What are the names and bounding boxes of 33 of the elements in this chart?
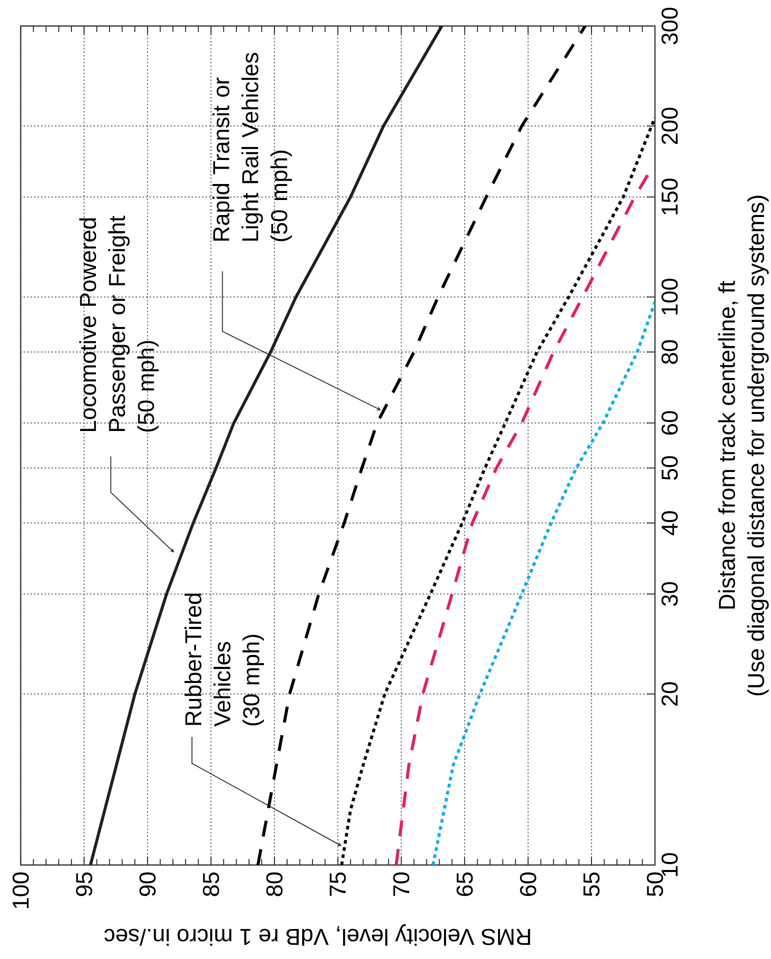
line-series <box>340 116 655 865</box>
annotation: Locomotive Powered Passenger or Freight <box>79 216 130 432</box>
y-tick-label: 20 <box>662 682 678 706</box>
annotation: Rubber-Tired Vehicles <box>184 594 230 727</box>
x-tick-label: 60 <box>520 872 536 896</box>
annotation: (50 mph) <box>270 150 292 242</box>
x-tick-label: 65 <box>456 872 473 896</box>
annotation: (50 mph) <box>137 341 159 432</box>
x-tick-label: 95 <box>76 872 92 896</box>
x-tick-label: 70 <box>393 872 410 896</box>
x-tick-label: 100 <box>12 872 29 908</box>
y-tick-label: 50 <box>662 456 678 480</box>
x-tick-label: 80 <box>266 872 283 896</box>
y-tick-label: 200 <box>662 108 678 144</box>
text: (Use diagonal distance for underground systems) <box>747 196 769 696</box>
x-tick-label: 85 <box>202 872 220 896</box>
y-tick-label: 150 <box>662 178 678 214</box>
y-tick-label: 40 <box>662 511 678 536</box>
x-axis-title: RMS Velocity level, VdB re 1 micro in./sec <box>104 924 530 946</box>
annotation: Rapid Transit or Light Rail Vehicles <box>212 52 263 241</box>
x-tick-label: 75 <box>330 872 346 896</box>
y-tick-label: 100 <box>662 278 678 314</box>
y-tick-label: 30 <box>662 582 678 606</box>
annotation: (30 mph) <box>242 634 264 726</box>
y-tick-label: 60 <box>662 411 678 435</box>
y-axis-title: Distance from track centerline, ft <box>718 280 738 609</box>
line-series <box>431 300 655 865</box>
y-tick-label: 10 <box>662 853 678 876</box>
x-tick-label: 55 <box>584 872 600 896</box>
x-tick-label: 90 <box>139 872 156 896</box>
y-tick-label: 80 <box>662 340 678 364</box>
y-tick-label: 300 <box>662 8 678 44</box>
line-series <box>394 172 650 865</box>
